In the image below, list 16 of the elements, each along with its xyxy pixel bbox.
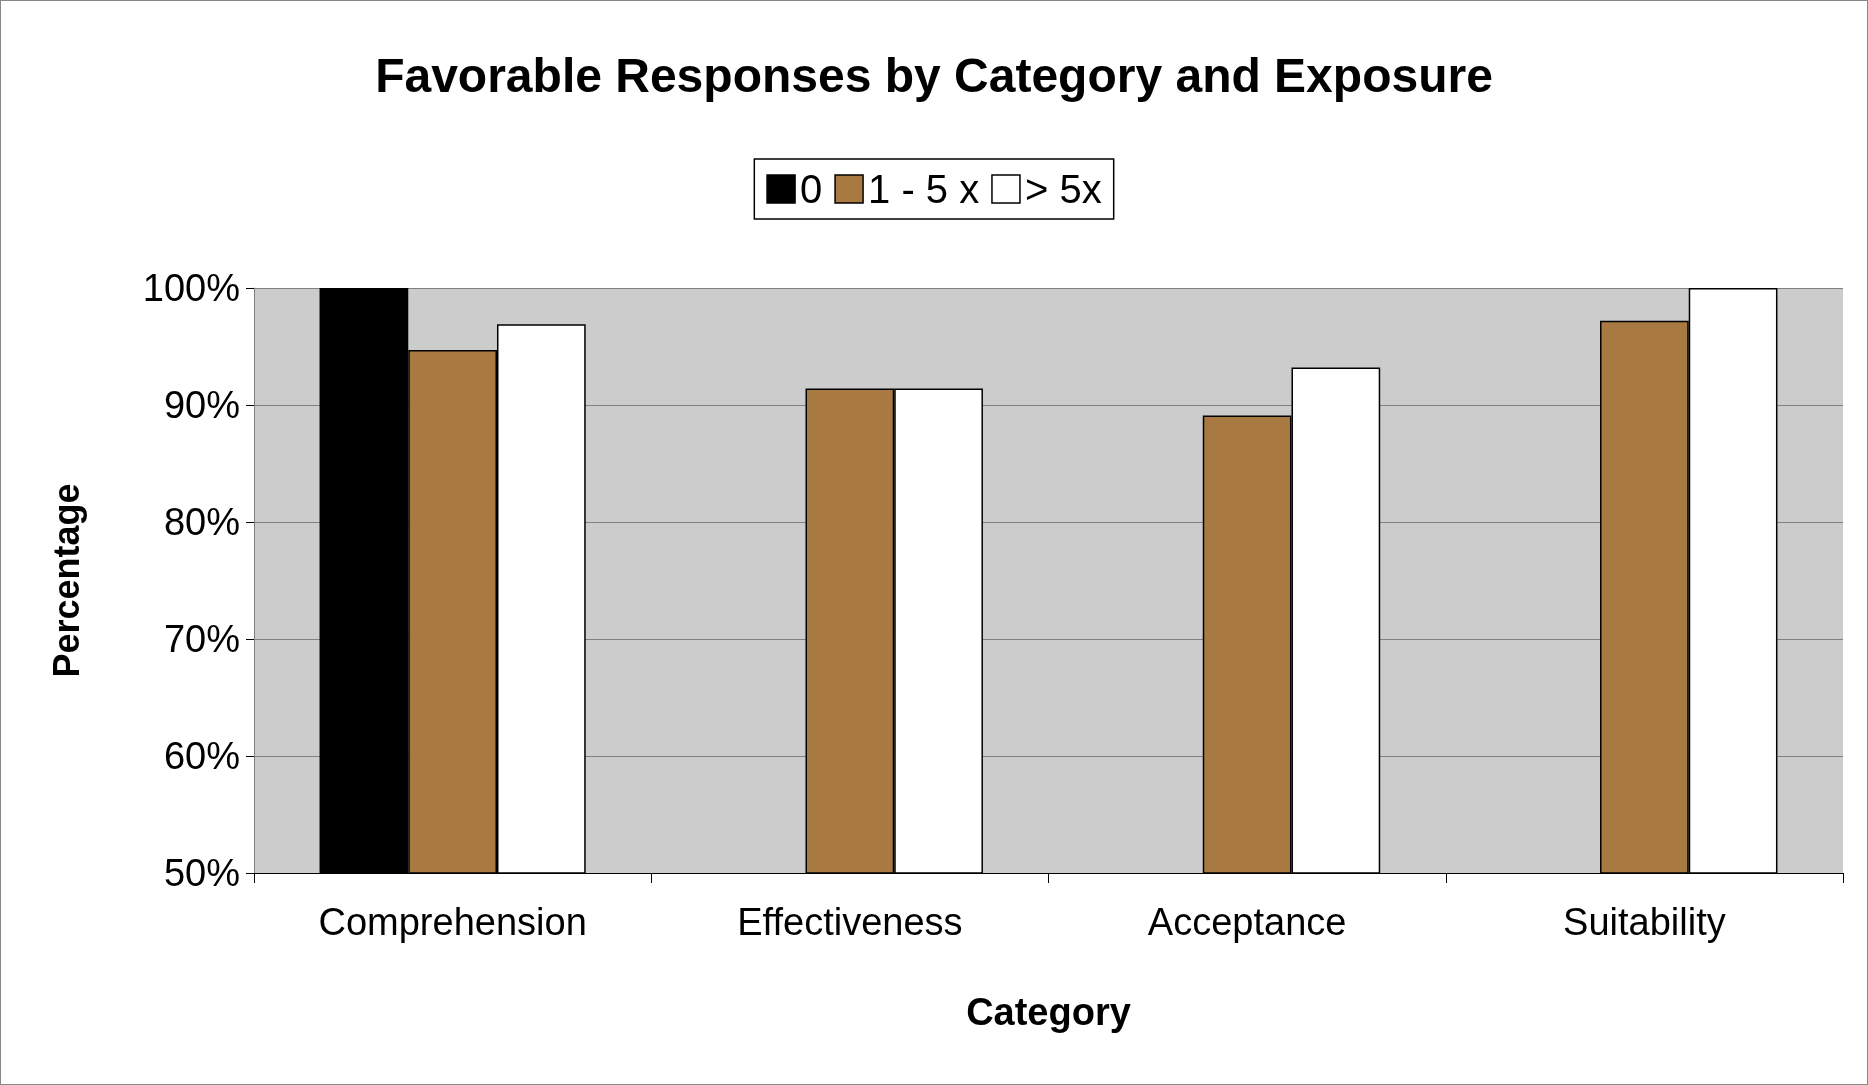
y-tick-label: 80% (163, 501, 240, 543)
x-tick-label: Suitability (1563, 901, 1726, 943)
x-tick-label: Effectiveness (737, 901, 963, 943)
legend-label: 1 - 5 x (868, 167, 980, 211)
x-tick-label: Comprehension (318, 901, 587, 943)
legend-label: 0 (800, 167, 823, 211)
x-tick-label: Acceptance (1147, 901, 1347, 943)
y-axis-title: Percentage (45, 483, 87, 678)
y-tick-label: 70% (163, 618, 240, 660)
legend-label: > 5x (1024, 167, 1102, 211)
y-tick-label: 50% (163, 852, 240, 894)
x-axis-title: Category (966, 991, 1131, 1033)
chart-title: Favorable Responses by Category and Exposure (375, 48, 1493, 102)
y-tick-label: 60% (163, 735, 240, 777)
y-tick-label: 100% (142, 267, 240, 309)
y-tick-label: 90% (163, 384, 240, 426)
